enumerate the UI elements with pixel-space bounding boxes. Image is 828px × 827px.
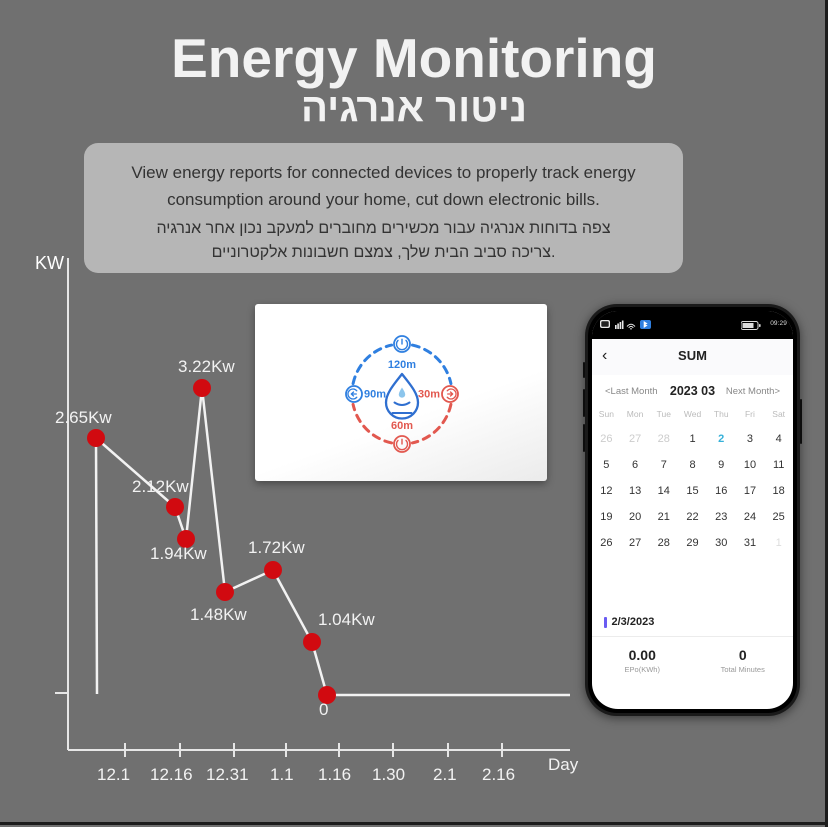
svg-text:120m: 120m <box>388 359 416 371</box>
svg-text:90m: 90m <box>364 389 386 401</box>
svg-text:KW: KW <box>35 253 64 273</box>
svg-text:60m: 60m <box>391 420 413 432</box>
svg-text:30m: 30m <box>418 389 440 401</box>
